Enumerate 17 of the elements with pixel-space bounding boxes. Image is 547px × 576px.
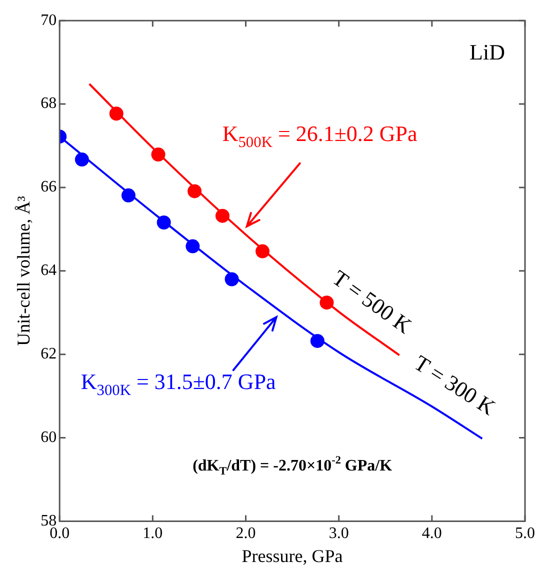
x-axis-title: Pressure, GPa [242,546,343,566]
x-tick-label: 5.0 [515,525,535,542]
x-tick-label: 0.0 [50,525,70,542]
y-axis-title: Unit-cell volume, Å³ [14,195,34,346]
y-tick-label: 70 [40,12,57,29]
y-tick-label: 66 [40,178,57,196]
text: T = 300 K [410,350,500,420]
x-tick-label: 4.0 [422,525,442,542]
x-tick-label: 2.0 [236,525,256,542]
y-tick-label: 68 [40,95,57,112]
annotation: LiD [470,39,506,64]
x-tick-label: 3.0 [328,525,349,542]
y-tick-label: 64 [40,262,57,280]
y-tick-label: 60 [40,428,57,446]
x-tick-label: 1.0 [142,525,163,542]
y-tick-label: 62 [40,346,57,363]
text: T = 500 K [328,265,416,338]
